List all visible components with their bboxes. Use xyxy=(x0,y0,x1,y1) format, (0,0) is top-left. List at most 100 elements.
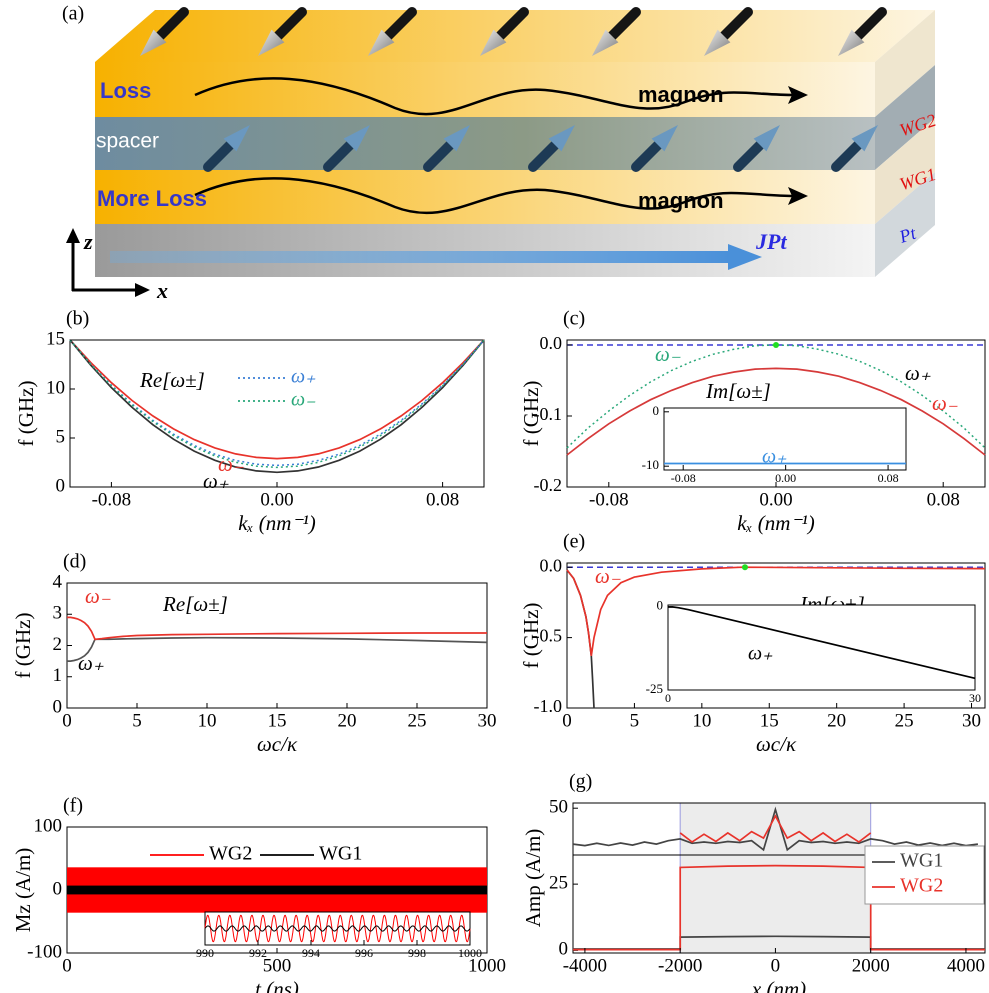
x-tick-label: -0.08 xyxy=(671,471,696,485)
series-line xyxy=(566,344,986,449)
y-tick-label: 0 xyxy=(559,939,569,960)
y-tick-label: 15 xyxy=(46,328,65,349)
y-tick-label: 100 xyxy=(34,815,63,836)
x-tick-label: 2000 xyxy=(852,956,890,977)
arrow-head xyxy=(728,244,762,270)
plot-frame xyxy=(572,854,986,954)
series-line xyxy=(572,806,979,852)
x-tick-label: 0.00 xyxy=(775,471,796,485)
current-label: JPt xyxy=(755,229,787,254)
x-tick-label: 5 xyxy=(630,711,640,732)
annotation: ω₋ xyxy=(85,584,111,608)
y-axis-label: f (GHz) xyxy=(519,603,543,669)
y-tick-label: 2 xyxy=(53,634,63,655)
plot-frame xyxy=(66,582,488,709)
oscillation-band xyxy=(67,885,487,895)
y-tick-label: -10 xyxy=(642,457,659,472)
annotation: Im[ω±] xyxy=(705,379,771,403)
plot-frame xyxy=(663,407,907,471)
x-tick-label: 1000 xyxy=(458,946,482,960)
panel-label: (a) xyxy=(62,3,84,25)
wg2-layer xyxy=(95,62,875,117)
y-tick-label: 1 xyxy=(53,665,63,686)
panel-label: (e) xyxy=(563,531,585,553)
x-tick-label: 10 xyxy=(198,711,217,732)
panel-label: (c) xyxy=(563,308,585,330)
wave-line xyxy=(204,925,471,932)
x-tick-label: 0 xyxy=(562,711,572,732)
legend-label: WG1 xyxy=(900,850,943,872)
y-tick-label: 0.0 xyxy=(540,555,563,575)
plot-frame xyxy=(69,339,485,488)
annotation: ω₊ xyxy=(762,446,787,468)
y-axis-label: Amp (A/m) xyxy=(521,829,545,928)
annotation: ω₊ xyxy=(78,651,104,675)
x-tick-label: 20 xyxy=(338,711,357,732)
x-axis-label: t (ns) xyxy=(255,977,299,993)
magnon-wave xyxy=(194,177,796,215)
arrow-head xyxy=(788,86,808,104)
marker xyxy=(741,564,748,571)
annotation: ω₋ xyxy=(655,342,681,366)
series-line xyxy=(69,339,485,469)
axis-label: z xyxy=(83,229,93,254)
series-line xyxy=(69,339,485,474)
legend-label: ω₊ xyxy=(291,366,316,388)
x-axis-label: ωc/κ xyxy=(756,732,797,756)
x-tick-label: 0 xyxy=(771,956,781,977)
layer-label: spacer xyxy=(96,130,159,153)
panel-label: (g) xyxy=(569,771,592,793)
x-tick-label: 0 xyxy=(665,691,671,705)
x-tick-label: 990 xyxy=(196,946,214,960)
x-tick-label: 0.08 xyxy=(878,471,899,485)
x-tick-label: -0.08 xyxy=(589,490,629,511)
plot-frame xyxy=(566,562,986,709)
y-tick-label: 4 xyxy=(53,571,63,592)
layer-label: Loss xyxy=(100,78,151,103)
x-tick-label: 0 xyxy=(62,711,72,732)
x-tick-label: 30 xyxy=(962,711,981,732)
x-tick-label: 25 xyxy=(895,711,914,732)
annotation: ω₋ xyxy=(595,564,621,588)
y-axis-label: f (GHz) xyxy=(11,613,35,679)
wg1-layer xyxy=(95,170,875,224)
series-line xyxy=(69,339,485,460)
x-tick-label: 15 xyxy=(268,711,287,732)
x-tick-label: 0.08 xyxy=(927,490,960,511)
series-line xyxy=(67,616,487,641)
y-tick-label: -0.1 xyxy=(534,404,563,424)
y-axis-label: f (GHz) xyxy=(14,381,38,447)
legend-label: WG2 xyxy=(900,875,943,897)
y-tick-label: 0 xyxy=(53,696,63,717)
annotation: ω₊ xyxy=(748,643,773,665)
x-axis-label: kₓ (nm⁻¹) xyxy=(238,511,316,535)
arrow-head xyxy=(135,283,150,297)
x-tick-label: -4000 xyxy=(563,956,607,977)
marker xyxy=(773,341,779,348)
y-tick-label: 0.0 xyxy=(540,333,563,353)
series-line xyxy=(679,814,872,844)
legend-label: ω₋ xyxy=(291,389,316,411)
side-label: Pt xyxy=(896,223,919,248)
x-tick-label: 996 xyxy=(355,946,373,960)
wg1-side xyxy=(875,118,935,224)
x-tick-label: 0.00 xyxy=(759,490,792,511)
y-tick-label: 25 xyxy=(549,872,568,893)
y-tick-label: 50 xyxy=(549,797,568,818)
y-tick-label: 10 xyxy=(46,377,65,398)
annotation: Re[ω±] xyxy=(139,368,205,392)
x-tick-label: 10 xyxy=(692,711,711,732)
x-tick-label: 998 xyxy=(408,946,426,960)
x-tick-label: 0.00 xyxy=(260,490,293,511)
series-line xyxy=(566,367,986,456)
arrow-head xyxy=(788,187,808,205)
x-tick-label: 0 xyxy=(62,956,72,977)
y-tick-label: 5 xyxy=(56,426,66,447)
axis-label: x xyxy=(156,278,168,303)
y-tick-label: -100 xyxy=(27,941,62,962)
current-arrow xyxy=(110,251,730,263)
pt-side xyxy=(875,172,935,277)
spacer-side xyxy=(875,65,935,170)
x-tick-label: 0.08 xyxy=(426,490,459,511)
